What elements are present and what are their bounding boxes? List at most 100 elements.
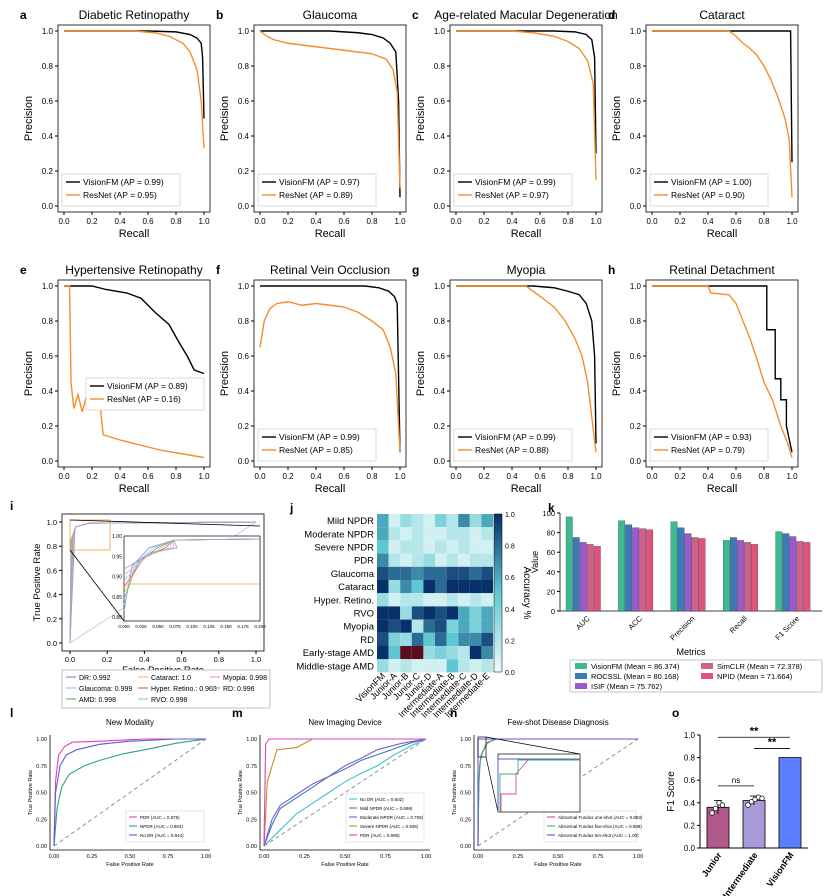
y-tick-label: 0.6 (630, 352, 642, 361)
heatmap-cell (411, 540, 424, 554)
bar (618, 520, 626, 612)
axes-frame (61, 513, 265, 652)
panel-title: Few-shot Disease Diagnosis (507, 718, 608, 727)
axes-frame (253, 24, 407, 213)
heatmap-cell (377, 619, 389, 633)
inset-x-tick-label: 0.075 (169, 624, 181, 629)
legend-entry: NPDR (AUC = 0.864) (140, 824, 183, 829)
heatmap-cell (458, 632, 470, 646)
panel-l: l New Modality 0.00 0.25 0.50 0.75 1.00 0.00 0.2… (10, 706, 211, 868)
inset-x-tick-label: 0.100 (186, 624, 198, 629)
heatmap-cell (423, 540, 435, 554)
heatmap-cell (423, 580, 435, 594)
y-tick-label: 0.8 (434, 317, 446, 326)
legend-box (257, 428, 377, 462)
y-tick-label: 0.0 (42, 202, 54, 211)
heatmap-cell (435, 632, 447, 646)
heatmap-cell (411, 619, 424, 633)
bar (684, 533, 692, 612)
bar (744, 542, 751, 612)
panel-h: h Retinal Detachment 0.0 0.2 0.4 0.6 0.8 1.0 0.0… (608, 263, 799, 495)
panel-k: k 0 20 40 60 80 100 Value AUC ACC Precision Recall F… (530, 501, 823, 693)
y-tick-label: 0.8 (434, 62, 446, 71)
colorbar-tick-label: 0.8 (505, 544, 515, 551)
x-axis-label: Metrics (677, 647, 706, 657)
legend-box (569, 659, 823, 693)
heatmap-cell (458, 593, 470, 607)
series-line-0 (64, 30, 205, 119)
heatmap-cell (481, 553, 493, 567)
inset-x-tick-label: 0.200 (254, 624, 266, 629)
x-tick-label: 0.75 (163, 854, 174, 860)
heatmap-cell (400, 527, 412, 541)
heatmap-cell (388, 646, 401, 660)
colorbar-tick-label: 0.4 (505, 607, 515, 614)
x-tick-label: 0.4 (506, 217, 518, 226)
panel-title: New Modality (106, 718, 154, 727)
x-axis-label: False Positive Rate (534, 862, 581, 868)
heatmap-cell (446, 527, 459, 541)
y-tick-label: 0.6 (630, 97, 642, 106)
heatmap-cell (411, 580, 424, 594)
y-tick-label: 0.8 (238, 317, 250, 326)
axes-frame (57, 279, 211, 468)
x-tick-label: 1.00 (201, 854, 212, 860)
roc-curve (69, 521, 257, 644)
heatmap-cell (481, 580, 493, 594)
legend-box (85, 377, 205, 411)
x-tick-label: 0.2 (282, 217, 294, 226)
y-tick-label: 1.0 (630, 27, 642, 36)
axes-frame (253, 279, 407, 468)
colorbar (493, 513, 503, 673)
x-tick-label: 0.6 (142, 472, 154, 481)
x-tick-label: 1.00 (421, 854, 432, 860)
y-tick-label: 0.8 (42, 62, 54, 71)
heatmap-cell (446, 514, 459, 528)
y-tick-label: 0.6 (238, 97, 250, 106)
zoom-connector (485, 736, 581, 755)
panel-title: Myopia (507, 263, 546, 277)
heatmap-cell (458, 646, 470, 660)
y-tick-label: 1.00 (36, 737, 47, 743)
heatmap-cell (411, 553, 424, 567)
panel-letter: a (20, 8, 27, 22)
row-label: Myopia (343, 622, 374, 633)
heatmap-cell (377, 527, 389, 541)
bar (646, 529, 654, 612)
x-tick-label: 0.8 (562, 217, 574, 226)
heatmap-cell (458, 553, 470, 567)
heatmap-cell (446, 540, 459, 554)
x-tick-label: Recall (728, 614, 749, 635)
bar (737, 540, 744, 612)
y-tick-label: 0.0 (434, 202, 446, 211)
bar (677, 527, 685, 612)
inset-frame (497, 753, 581, 813)
x-tick-label: 0.4 (310, 472, 322, 481)
x-axis-label: Recall (707, 228, 738, 240)
x-axis-label: Recall (315, 228, 346, 240)
x-tick-label: 0.75 (380, 854, 391, 860)
x-tick-label: 0.00 (259, 854, 270, 860)
bar (565, 516, 573, 612)
bar (572, 537, 580, 612)
heatmap-cell (469, 619, 482, 633)
heatmap-cell (411, 527, 424, 541)
x-tick-label: 0.00 (473, 854, 484, 860)
panel-letter: i (10, 499, 13, 513)
heatmap-cell (458, 606, 470, 620)
axes-frame (449, 279, 603, 468)
heatmap-cell (446, 566, 459, 580)
series-line-1 (652, 30, 793, 198)
legend-box (453, 428, 573, 462)
heatmap-cell (411, 646, 424, 660)
heatmap-cell (469, 566, 482, 580)
x-tick-label: 0.0 (646, 472, 658, 481)
y-tick-label: 40 (547, 568, 555, 577)
legend-entry: Hyper. Retino.: 0.963 (151, 686, 217, 693)
y-tick-label: 1.0 (47, 518, 57, 527)
heatmap-cell (469, 593, 482, 607)
legend-entry: ResNet (AP = 0.16) (107, 394, 181, 404)
bar (593, 546, 601, 612)
heatmap-cell (458, 566, 470, 580)
